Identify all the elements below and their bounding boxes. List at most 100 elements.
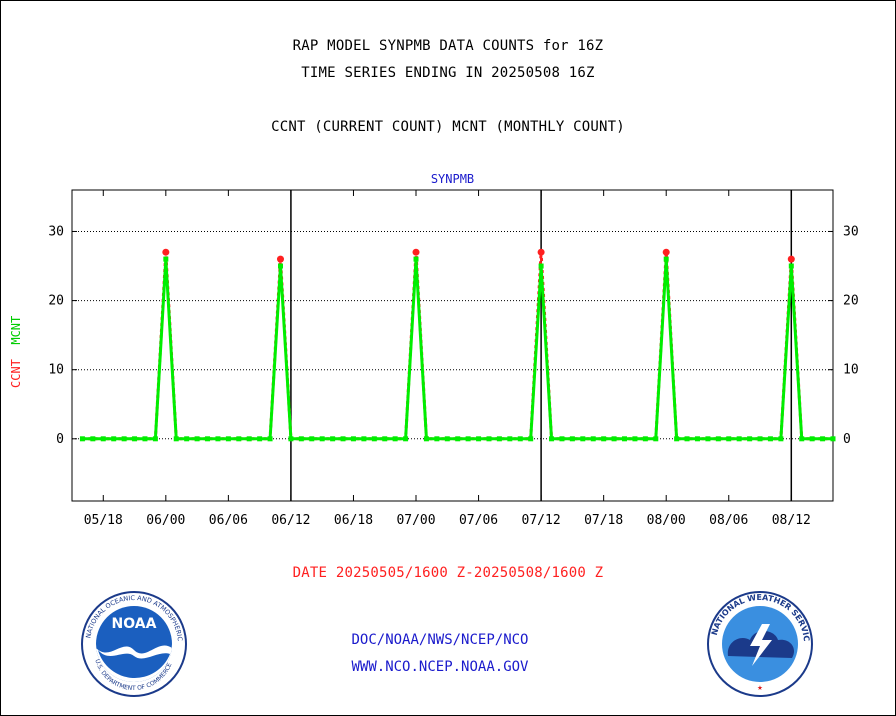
marker-mcnt (298, 436, 304, 442)
plot-area (71, 189, 834, 502)
x-tick-label: 07/00 (396, 513, 435, 528)
marker-mcnt (257, 436, 263, 442)
marker-mcnt (830, 436, 836, 442)
marker-ccnt (787, 255, 795, 263)
marker-mcnt (632, 436, 638, 442)
marker-mcnt (799, 436, 805, 442)
marker-mcnt (663, 256, 669, 262)
marker-mcnt (205, 436, 211, 442)
marker-mcnt (455, 436, 461, 442)
y-tick-label-right: 30 (843, 224, 859, 239)
marker-mcnt (517, 436, 523, 442)
marker-mcnt (747, 436, 753, 442)
marker-mcnt (767, 436, 773, 442)
marker-mcnt (778, 436, 784, 442)
y-tick-label-left: 30 (48, 224, 64, 239)
y-label-mcnt: MCNT (9, 315, 23, 345)
marker-mcnt (622, 436, 628, 442)
marker-mcnt (79, 436, 85, 442)
chart-subtitle: CCNT (CURRENT COUNT) MCNT (MONTHLY COUNT… (271, 119, 625, 135)
marker-mcnt (684, 436, 690, 442)
marker-mcnt (194, 436, 200, 442)
marker-mcnt (246, 436, 252, 442)
marker-mcnt (820, 436, 826, 442)
marker-mcnt (403, 436, 409, 442)
marker-mcnt (444, 436, 450, 442)
marker-mcnt (736, 436, 742, 442)
marker-mcnt (413, 256, 419, 262)
marker-mcnt (476, 436, 482, 442)
marker-mcnt (225, 436, 231, 442)
marker-mcnt (642, 436, 648, 442)
marker-ccnt (412, 248, 420, 256)
chart-title-line2: TIME SERIES ENDING IN 20250508 16Z (301, 65, 595, 81)
marker-mcnt (121, 436, 127, 442)
marker-mcnt (100, 436, 106, 442)
y-axis-label: CCNT MCNT (9, 316, 23, 388)
marker-mcnt (465, 436, 471, 442)
marker-mcnt (496, 436, 502, 442)
marker-ccnt (162, 248, 170, 256)
x-tick-label: 06/06 (209, 513, 248, 528)
marker-mcnt (580, 436, 586, 442)
marker-mcnt (267, 436, 273, 442)
marker-mcnt (726, 436, 732, 442)
marker-mcnt (392, 436, 398, 442)
footer-line1: DOC/NOAA/NWS/NCEP/NCO (351, 632, 529, 648)
marker-mcnt (486, 436, 492, 442)
marker-mcnt (559, 436, 565, 442)
marker-mcnt (569, 436, 575, 442)
marker-mcnt (184, 436, 190, 442)
marker-ccnt (537, 248, 545, 256)
marker-mcnt (674, 436, 680, 442)
y-tick-label-left: 0 (56, 432, 64, 447)
x-tick-label: 07/18 (584, 513, 623, 528)
marker-mcnt (715, 436, 721, 442)
marker-mcnt (173, 436, 179, 442)
x-tick-label: 06/18 (334, 513, 373, 528)
marker-mcnt (288, 436, 294, 442)
marker-mcnt (423, 436, 429, 442)
x-tick-label: 07/12 (522, 513, 561, 528)
y-tick-label-left: 20 (48, 294, 64, 309)
marker-mcnt (90, 436, 96, 442)
y-tick-label-right: 0 (843, 432, 851, 447)
marker-mcnt (382, 436, 388, 442)
marker-mcnt (507, 436, 513, 442)
series-line-ccnt (82, 252, 833, 441)
marker-mcnt (601, 436, 607, 442)
marker-mcnt (434, 436, 440, 442)
x-tick-label: 08/12 (772, 513, 811, 528)
marker-mcnt (757, 436, 763, 442)
svg-text:★: ★ (757, 683, 763, 693)
x-tick-label: 06/12 (271, 513, 310, 528)
marker-mcnt (111, 436, 117, 442)
marker-mcnt (132, 436, 138, 442)
marker-mcnt (809, 436, 815, 442)
marker-mcnt (350, 436, 356, 442)
y-tick-label-right: 20 (843, 294, 859, 309)
marker-mcnt (705, 436, 711, 442)
footer-line2: WWW.NCO.NCEP.NOAA.GOV (351, 659, 529, 675)
marker-mcnt (277, 263, 283, 269)
chart-title-line1: RAP MODEL SYNPMB DATA COUNTS for 16Z (292, 38, 604, 54)
marker-mcnt (319, 436, 325, 442)
marker-mcnt (590, 436, 596, 442)
x-tick-label: 06/00 (146, 513, 185, 528)
x-tick-label: 05/18 (84, 513, 123, 528)
marker-mcnt (152, 436, 158, 442)
marker-mcnt (528, 436, 534, 442)
svg-text:NOAA: NOAA (112, 616, 157, 632)
marker-mcnt (538, 263, 544, 269)
marker-mcnt (611, 436, 617, 442)
x-axis-label: DATE 20250505/1600 Z-20250508/1600 Z (292, 565, 604, 581)
marker-ccnt (662, 248, 670, 256)
x-tick-label: 07/06 (459, 513, 498, 528)
marker-mcnt (371, 436, 377, 442)
marker-mcnt (163, 256, 169, 262)
nws-logo-icon: NATIONAL WEATHER SERVICE ★ (703, 583, 814, 702)
marker-mcnt (361, 436, 367, 442)
marker-mcnt (309, 436, 315, 442)
marker-ccnt (276, 255, 284, 263)
